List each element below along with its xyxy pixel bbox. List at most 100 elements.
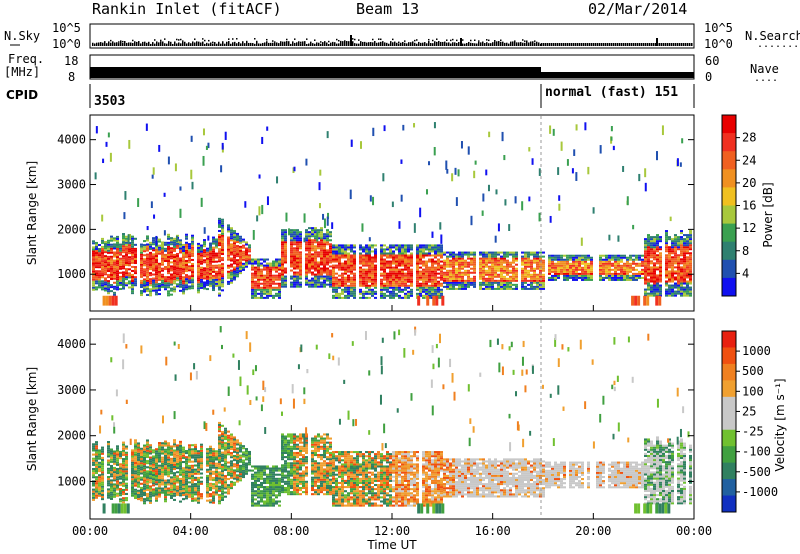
heatmap-cell	[137, 483, 140, 486]
heatmap-cell	[557, 262, 560, 265]
heatmap-cell	[143, 448, 146, 451]
heatmap-cell	[350, 278, 353, 281]
heatmap-cell	[116, 476, 119, 479]
heatmap-cell	[95, 492, 98, 495]
heatmap-cell	[560, 270, 563, 273]
heatmap-cell	[494, 279, 497, 282]
heatmap-cell	[116, 288, 119, 291]
heatmap-cell	[320, 247, 323, 250]
heatmap-cell	[419, 282, 422, 285]
heatmap-cell	[431, 282, 434, 285]
heatmap-cell	[464, 279, 467, 282]
heatmap-cell	[359, 268, 362, 271]
heatmap-cell	[101, 481, 104, 484]
heatmap-cell	[479, 253, 482, 256]
heatmap-cell	[176, 242, 179, 245]
heatmap-cell	[98, 282, 101, 285]
heatmap-cell	[683, 252, 686, 255]
heatmap-cell	[131, 253, 134, 256]
heatmap-cell	[98, 470, 101, 473]
heatmap-cell	[251, 268, 254, 271]
heatmap-cell	[677, 246, 680, 249]
heatmap-cell	[242, 256, 245, 259]
heatmap-cell	[98, 453, 101, 456]
heatmap-cell	[554, 268, 557, 271]
heatmap-cell	[527, 259, 530, 262]
heatmap-cell	[107, 263, 110, 266]
heatmap-cell	[680, 274, 683, 277]
heatmap-cell	[536, 273, 539, 276]
heatmap-cell	[122, 285, 125, 288]
noise-sky-mark	[589, 43, 591, 46]
heatmap-cell	[647, 260, 650, 263]
heatmap-cell	[608, 264, 611, 267]
heatmap-cell	[245, 259, 248, 262]
noise-search-dot	[314, 39, 316, 41]
noise-search-dot	[306, 38, 308, 40]
heatmap-cell	[410, 256, 413, 259]
heatmap-cell	[371, 292, 374, 295]
heatmap-cell	[392, 294, 395, 297]
heatmap-cell	[416, 252, 419, 255]
heatmap-cell	[449, 275, 452, 278]
heatmap-cell	[110, 487, 113, 490]
noise-search-dot	[328, 40, 330, 43]
heatmap-cell	[500, 279, 503, 282]
noise-sky-mark	[490, 43, 492, 46]
heatmap-cell	[140, 468, 143, 471]
heatmap-cell	[101, 280, 104, 283]
heatmap-cell	[140, 275, 143, 278]
heatmap-cell	[227, 252, 230, 255]
heatmap-cell	[542, 275, 545, 278]
noise-panel-frame	[89, 23, 695, 49]
heatmap-cell	[482, 251, 485, 254]
heatmap-cell	[524, 271, 527, 274]
heatmap-cell	[260, 296, 263, 299]
heatmap-cell	[500, 263, 503, 266]
heatmap-cell	[452, 281, 455, 284]
heatmap-cell	[173, 237, 176, 240]
heatmap-cell	[164, 255, 167, 258]
heatmap-cell	[191, 236, 194, 239]
noise-search-dot	[164, 38, 166, 40]
heatmap-cell	[461, 255, 464, 258]
noise-search-dot	[494, 40, 496, 42]
heatmap-cell	[485, 263, 488, 266]
heatmap-cell	[458, 251, 461, 254]
heatmap-cell	[311, 263, 314, 266]
heatmap-cell	[197, 252, 200, 256]
heatmap-cell	[185, 233, 188, 236]
heatmap-cell	[668, 278, 671, 281]
heatmap-cell	[158, 464, 161, 467]
heatmap-cell	[95, 482, 98, 485]
heatmap-cell	[479, 277, 482, 280]
heatmap-cell	[107, 247, 110, 250]
heatmap-cell	[113, 245, 116, 248]
heatmap-cell	[458, 265, 461, 268]
heatmap-cell	[404, 274, 407, 277]
heatmap-cell	[638, 270, 641, 273]
heatmap-cell	[215, 274, 218, 277]
heatmap-cell	[368, 248, 371, 251]
heatmap-cell	[392, 284, 395, 287]
heatmap-cell	[122, 275, 125, 278]
heatmap-cell	[461, 263, 464, 266]
heatmap-cell	[158, 446, 161, 449]
heatmap-cell	[440, 260, 443, 263]
heatmap-cell	[176, 234, 179, 237]
heatmap-cell	[485, 283, 488, 286]
heatmap-cell	[632, 272, 635, 275]
heatmap-cell	[197, 257, 200, 260]
heatmap-cell	[116, 276, 119, 279]
heatmap-cell	[104, 283, 107, 286]
noise-search-dot	[452, 38, 454, 41]
heatmap-cell	[479, 275, 482, 278]
heatmap-cell	[236, 240, 239, 244]
heatmap-cell	[500, 269, 503, 272]
heatmap-cell	[146, 499, 149, 502]
heatmap-cell	[332, 280, 335, 283]
heatmap-cell	[404, 292, 407, 295]
noise-sky-mark	[534, 42, 536, 46]
heatmap-cell	[494, 273, 497, 276]
heatmap-cell	[221, 230, 224, 233]
